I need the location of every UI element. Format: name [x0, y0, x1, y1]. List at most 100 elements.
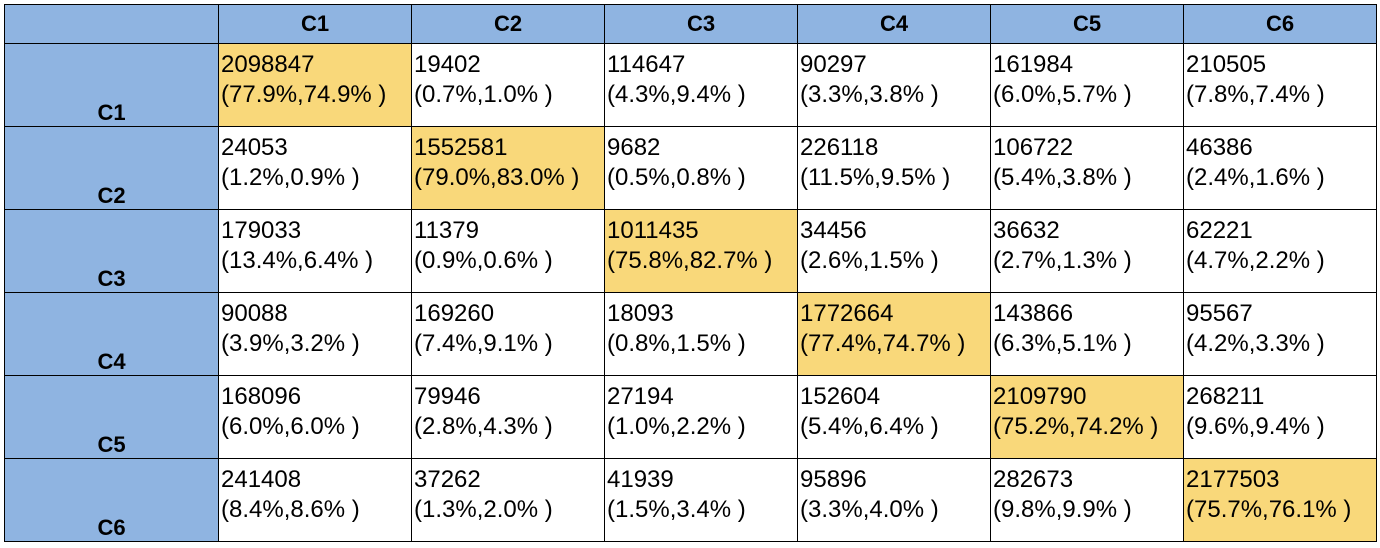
cell-count: 95896: [800, 466, 867, 493]
cell-percentages: (6.0%,5.7% ): [993, 81, 1132, 108]
cell-content: 41939 (1.5%,3.4% ): [606, 460, 797, 526]
row-header: C2: [4, 126, 219, 210]
cell-count: 95567: [1186, 300, 1253, 327]
cell-percentages: (5.4%,6.4% ): [800, 413, 939, 440]
cell-content: 62221 (4.7%,2.2% ): [1185, 211, 1376, 277]
cell-content: 90297 (3.3%,3.8% ): [799, 45, 990, 111]
cell-content: 241408 (8.4%,8.6% ): [220, 460, 411, 526]
cell-count: 241408: [221, 466, 302, 493]
cell-count: 1552581: [414, 134, 508, 161]
diagonal-cell: 2109790 (75.2%,74.2% ): [990, 375, 1184, 459]
cell-count: 19402: [414, 51, 481, 78]
column-header: C6: [1183, 4, 1377, 44]
diagonal-cell: 2098847 (77.9%,74.9% ): [218, 43, 412, 127]
table-row: C2 24053 (1.2%,0.9% ) 1552581 (79.0%,83.0% )…: [4, 126, 1377, 210]
cell-percentages: (8.4%,8.6% ): [221, 496, 360, 523]
diagonal-cell: 1011435 (75.8%,82.7% ): [604, 209, 798, 293]
table-cell: 18093 (0.8%,1.5% ): [604, 292, 798, 376]
cell-percentages: (1.3%,2.0% ): [414, 496, 553, 523]
cell-percentages: (5.4%,3.8% ): [993, 164, 1132, 191]
table-body: C1 2098847 (77.9%,74.9% ) 19402 (0.7%,1.0% )…: [4, 43, 1377, 542]
cell-percentages: (3.3%,4.0% ): [800, 496, 939, 523]
cell-content: 11379 (0.9%,0.6% ): [413, 211, 604, 277]
cell-count: 161984: [993, 51, 1074, 78]
cell-count: 169260: [414, 300, 495, 327]
diagonal-cell: 2177503 (75.7%,76.1% ): [1183, 458, 1377, 542]
cell-content: 90088 (3.9%,3.2% ): [220, 294, 411, 360]
cell-content: 18093 (0.8%,1.5% ): [606, 294, 797, 360]
cell-count: 282673: [993, 466, 1074, 493]
table-cell: 114647 (4.3%,9.4% ): [604, 43, 798, 127]
cell-content: 114647 (4.3%,9.4% ): [606, 45, 797, 111]
cell-content: 1552581 (79.0%,83.0% ): [413, 128, 604, 194]
cell-count: 11379: [414, 217, 479, 244]
cell-count: 46386: [1186, 134, 1253, 161]
cell-percentages: (4.3%,9.4% ): [607, 81, 746, 108]
cell-percentages: (4.7%,2.2% ): [1186, 247, 1325, 274]
diagonal-cell: 1772664 (77.4%,74.7% ): [797, 292, 991, 376]
cell-count: 18093: [607, 300, 674, 327]
cell-content: 95567 (4.2%,3.3% ): [1185, 294, 1376, 360]
table-cell: 179033 (13.4%,6.4% ): [218, 209, 412, 293]
column-header: C3: [604, 4, 798, 44]
table-cell: 95567 (4.2%,3.3% ): [1183, 292, 1377, 376]
table-cell: 106722 (5.4%,3.8% ): [990, 126, 1184, 210]
table-cell: 24053 (1.2%,0.9% ): [218, 126, 412, 210]
table-cell: 27194 (1.0%,2.2% ): [604, 375, 798, 459]
table-cell: 90297 (3.3%,3.8% ): [797, 43, 991, 127]
table-cell: 226118 (11.5%,9.5% ): [797, 126, 991, 210]
cell-count: 152604: [800, 383, 881, 410]
table-cell: 90088 (3.9%,3.2% ): [218, 292, 412, 376]
cell-count: 24053: [221, 134, 288, 161]
cell-percentages: (0.7%,1.0% ): [414, 81, 553, 108]
cell-percentages: (11.5%,9.5% ): [800, 164, 951, 191]
cell-count: 41939: [607, 466, 674, 493]
table-row: C5 168096 (6.0%,6.0% ) 79946 (2.8%,4.3% ) 271…: [4, 375, 1377, 459]
cell-content: 36632 (2.7%,1.3% ): [992, 211, 1183, 277]
table-cell: 241408 (8.4%,8.6% ): [218, 458, 412, 542]
cell-content: 19402 (0.7%,1.0% ): [413, 45, 604, 111]
cell-content: 46386 (2.4%,1.6% ): [1185, 128, 1376, 194]
table-row: C4 90088 (3.9%,3.2% ) 169260 (7.4%,9.1% ) 180…: [4, 292, 1377, 376]
cell-count: 210505: [1186, 51, 1267, 78]
cell-percentages: (1.0%,2.2% ): [607, 413, 746, 440]
cell-content: 79946 (2.8%,4.3% ): [413, 377, 604, 443]
cell-percentages: (1.2%,0.9% ): [221, 164, 360, 191]
table-cell: 46386 (2.4%,1.6% ): [1183, 126, 1377, 210]
cell-percentages: (77.4%,74.7% ): [800, 330, 966, 357]
cell-percentages: (13.4%,6.4% ): [221, 247, 374, 274]
cell-percentages: (2.6%,1.5% ): [800, 247, 939, 274]
table-row: C6 241408 (8.4%,8.6% ) 37262 (1.3%,2.0% ) 419…: [4, 458, 1377, 542]
cell-percentages: (0.5%,0.8% ): [607, 164, 746, 191]
cell-content: 37262 (1.3%,2.0% ): [413, 460, 604, 526]
cell-content: 169260 (7.4%,9.1% ): [413, 294, 604, 360]
cell-content: 27194 (1.0%,2.2% ): [606, 377, 797, 443]
cell-count: 90297: [800, 51, 867, 78]
table-row: C3 179033 (13.4%,6.4% ) 11379 (0.9%,0.6% ) 10…: [4, 209, 1377, 293]
cell-content: 1772664 (77.4%,74.7% ): [799, 294, 990, 360]
table-cell: 62221 (4.7%,2.2% ): [1183, 209, 1377, 293]
row-header: C1: [4, 43, 219, 127]
cell-count: 90088: [221, 300, 288, 327]
cell-percentages: (9.8%,9.9% ): [993, 496, 1132, 523]
cell-content: 2109790 (75.2%,74.2% ): [992, 377, 1183, 443]
table-row: C1 2098847 (77.9%,74.9% ) 19402 (0.7%,1.0% )…: [4, 43, 1377, 127]
cell-percentages: (4.2%,3.3% ): [1186, 330, 1325, 357]
table-cell: 143866 (6.3%,5.1% ): [990, 292, 1184, 376]
row-header: C6: [4, 458, 219, 542]
column-header: C1: [218, 4, 412, 44]
table-cell: 95896 (3.3%,4.0% ): [797, 458, 991, 542]
corner-cell: [4, 4, 219, 44]
cell-content: 9682 (0.5%,0.8% ): [606, 128, 797, 194]
cell-content: 34456 (2.6%,1.5% ): [799, 211, 990, 277]
cell-percentages: (3.9%,3.2% ): [221, 330, 360, 357]
cell-count: 268211: [1186, 383, 1265, 410]
table-cell: 79946 (2.8%,4.3% ): [411, 375, 605, 459]
table-cell: 168096 (6.0%,6.0% ): [218, 375, 412, 459]
cell-content: 2177503 (75.7%,76.1% ): [1185, 460, 1376, 526]
cell-content: 161984 (6.0%,5.7% ): [992, 45, 1183, 111]
column-header: C2: [411, 4, 605, 44]
table-cell: 282673 (9.8%,9.9% ): [990, 458, 1184, 542]
cell-content: 24053 (1.2%,0.9% ): [220, 128, 411, 194]
cell-count: 168096: [221, 383, 302, 410]
